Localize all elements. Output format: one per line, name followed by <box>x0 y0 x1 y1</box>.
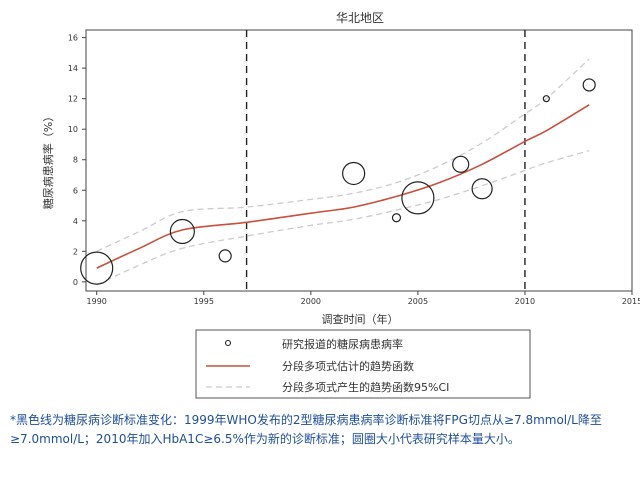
y-tick-label: 14 <box>68 64 78 73</box>
y-tick-label: 2 <box>73 247 78 256</box>
legend-label: 分段多项式产生的趋势函数95%CI <box>282 380 449 394</box>
data-point <box>582 78 596 92</box>
ci-lower-line <box>96 149 590 286</box>
data-point <box>342 161 366 186</box>
legend-marker-bubble <box>224 339 232 347</box>
y-tick-label: 16 <box>68 34 78 43</box>
data-point <box>452 155 470 173</box>
data-point <box>471 178 493 200</box>
trend-line <box>96 104 590 269</box>
y-tick-label: 4 <box>73 217 78 226</box>
x-tick-label: 2015 <box>622 297 640 306</box>
y-axis-title: 糖尿病患病率（%） <box>41 111 55 209</box>
x-axis-title: 调查时间（年） <box>322 312 399 326</box>
data-point <box>391 213 402 223</box>
legend-box <box>195 329 531 399</box>
data-point <box>401 181 435 215</box>
x-tick-label: 2000 <box>301 297 321 306</box>
plot-area: 0 2 4 6 8 10 12 14 16 1990 1995 2000 2005 2010 2015 <box>68 29 640 306</box>
footnote: *黑色线为糖尿病诊断标准变化：1999年WHO发布的2型糖尿病患病率诊断标准将F… <box>10 413 602 446</box>
x-tick-label: 2005 <box>408 297 428 306</box>
y-tick-label: 12 <box>68 95 78 104</box>
data-point <box>80 251 114 285</box>
x-tick-label: 2010 <box>515 297 535 306</box>
x-tick-label: 1990 <box>87 297 107 306</box>
y-tick-label: 10 <box>68 125 78 134</box>
y-tick-label: 6 <box>73 186 78 195</box>
legend-label: 分段多项式估计的趋势函数 <box>282 359 414 373</box>
data-point <box>218 249 232 263</box>
y-tick-label: 8 <box>73 156 78 165</box>
x-tick-label: 1995 <box>194 297 214 306</box>
data-point <box>542 95 550 103</box>
data-point <box>169 218 195 245</box>
ci-upper-line <box>96 58 590 252</box>
chart-title: 华北地区 <box>336 11 384 25</box>
y-tick-label: 0 <box>73 278 78 287</box>
plot-frame <box>85 29 633 292</box>
legend-label: 研究报道的糖尿病患病率 <box>282 337 403 351</box>
